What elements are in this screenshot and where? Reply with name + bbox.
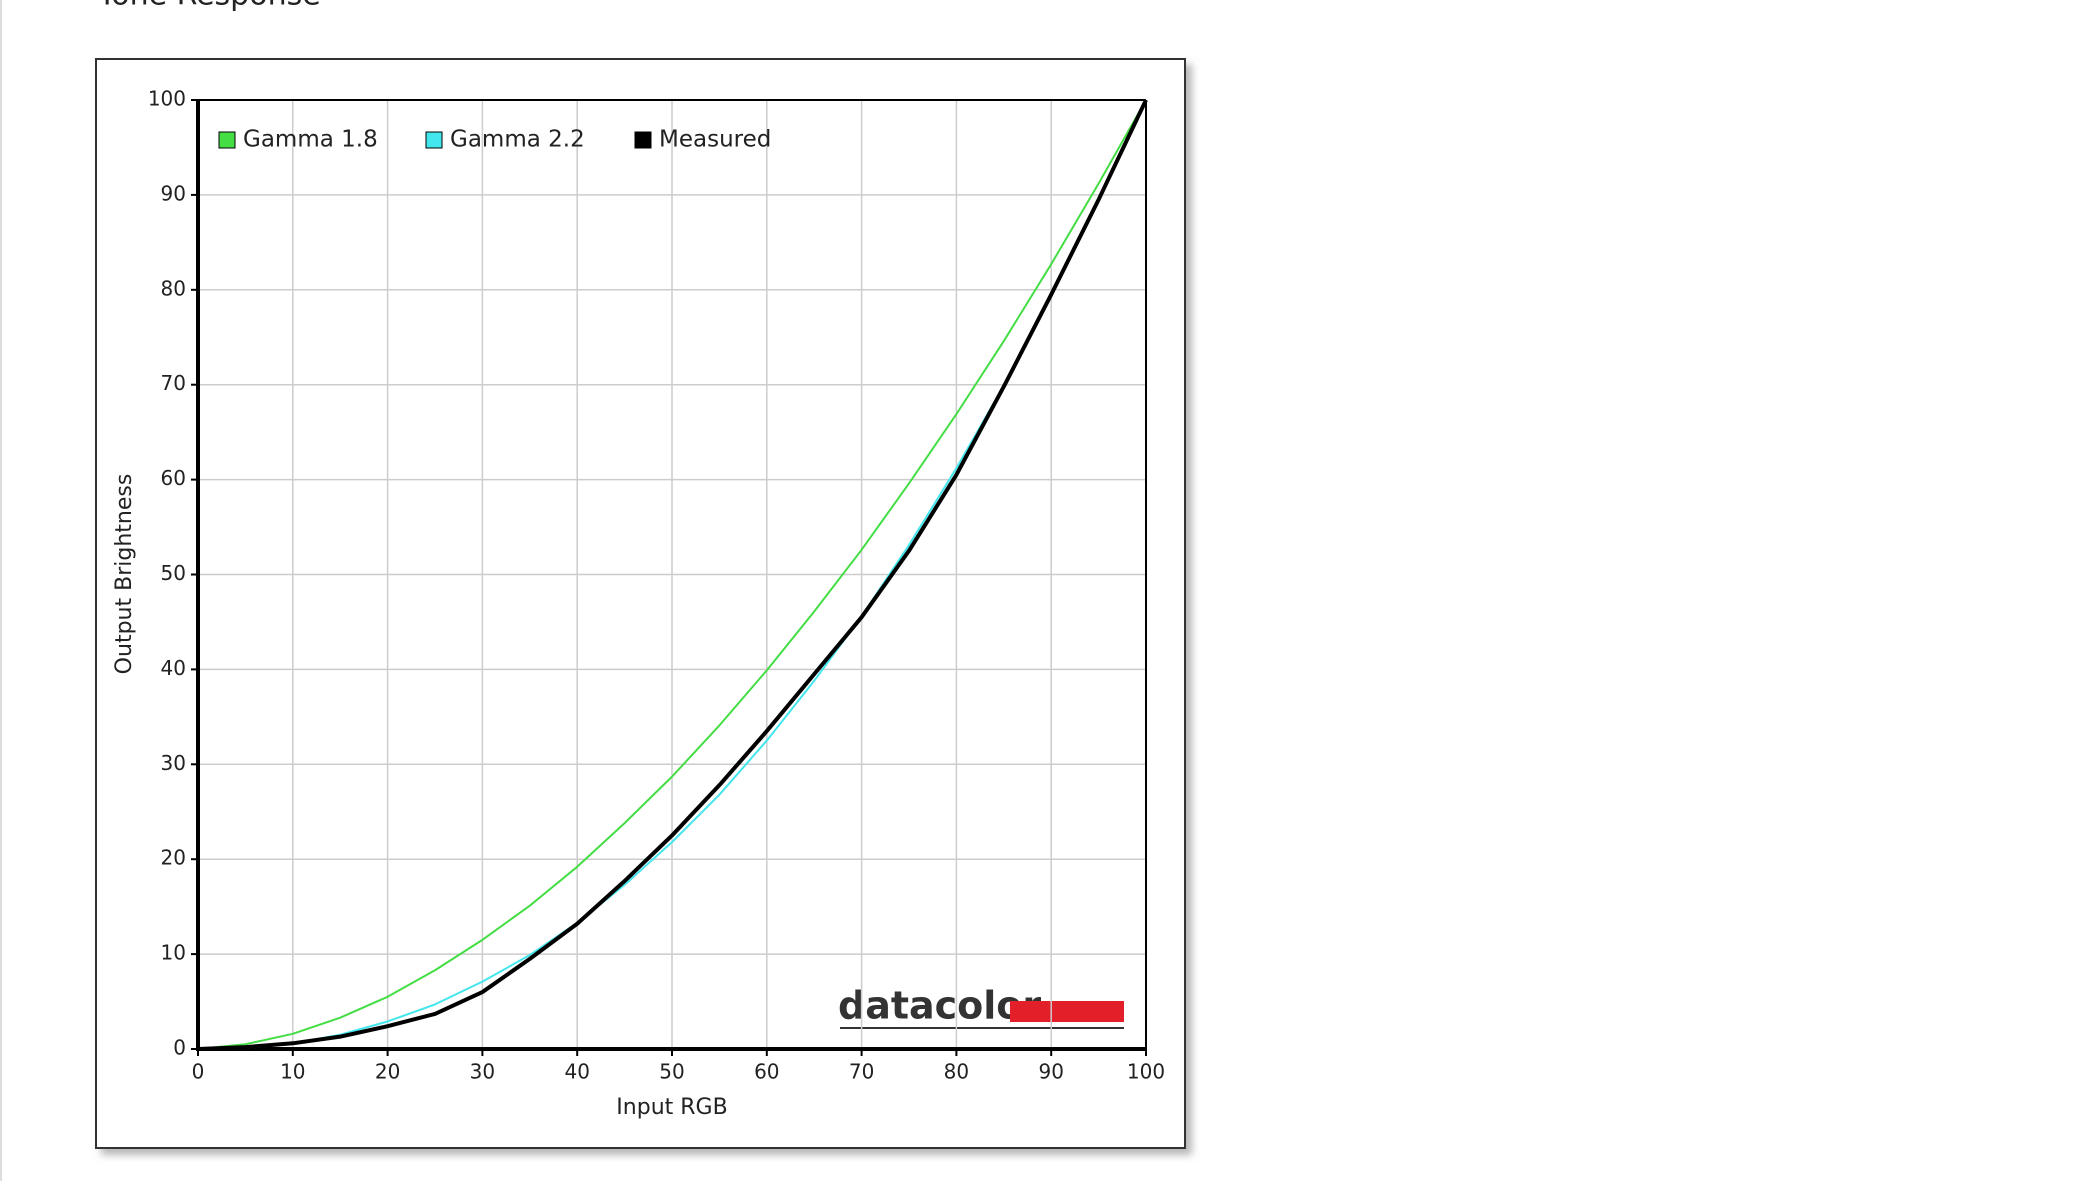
legend-label: Gamma 2.2 (450, 127, 585, 153)
page-heading: Tone Response (97, 0, 321, 13)
logo-bar (1010, 1001, 1124, 1022)
y-tick-label: 70 (161, 371, 186, 395)
x-tick-label: 60 (754, 1060, 779, 1084)
legend-label: Measured (659, 127, 771, 153)
y-tick-label: 90 (161, 181, 186, 205)
legend-swatch (218, 131, 236, 149)
logo-text: datacolor (838, 984, 1041, 1028)
y-tick-label: 50 (161, 561, 186, 585)
chart-frame (95, 58, 1186, 1149)
y-tick-label: 40 (161, 656, 186, 680)
legend-swatch (425, 131, 443, 149)
y-tick-label: 60 (161, 466, 186, 490)
y-tick-label: 20 (161, 846, 186, 870)
series-line (197, 99, 1148, 1051)
x-tick-label: 40 (564, 1060, 589, 1084)
y-tick-label: 0 (173, 1036, 186, 1060)
x-tick-label: 10 (280, 1060, 305, 1084)
y-axis-title: Output Brightness (112, 474, 137, 675)
y-tick-label: 100 (148, 87, 186, 111)
series-line (197, 99, 1147, 1050)
x-tick-label: 50 (659, 1060, 684, 1084)
x-tick-label: 20 (375, 1060, 400, 1084)
y-tick-label: 10 (161, 941, 186, 965)
y-tick-label: 30 (161, 751, 186, 775)
legend-swatch (634, 131, 652, 149)
x-tick-label: 80 (944, 1060, 969, 1084)
x-tick-label: 100 (1127, 1060, 1165, 1084)
x-tick-label: 70 (849, 1060, 874, 1084)
x-tick-label: 0 (192, 1060, 205, 1084)
y-tick-label: 80 (161, 276, 186, 300)
x-tick-label: 30 (470, 1060, 495, 1084)
x-axis-title: Input RGB (616, 1095, 727, 1120)
legend-label: Gamma 1.8 (243, 127, 378, 153)
x-tick-label: 90 (1038, 1060, 1063, 1084)
